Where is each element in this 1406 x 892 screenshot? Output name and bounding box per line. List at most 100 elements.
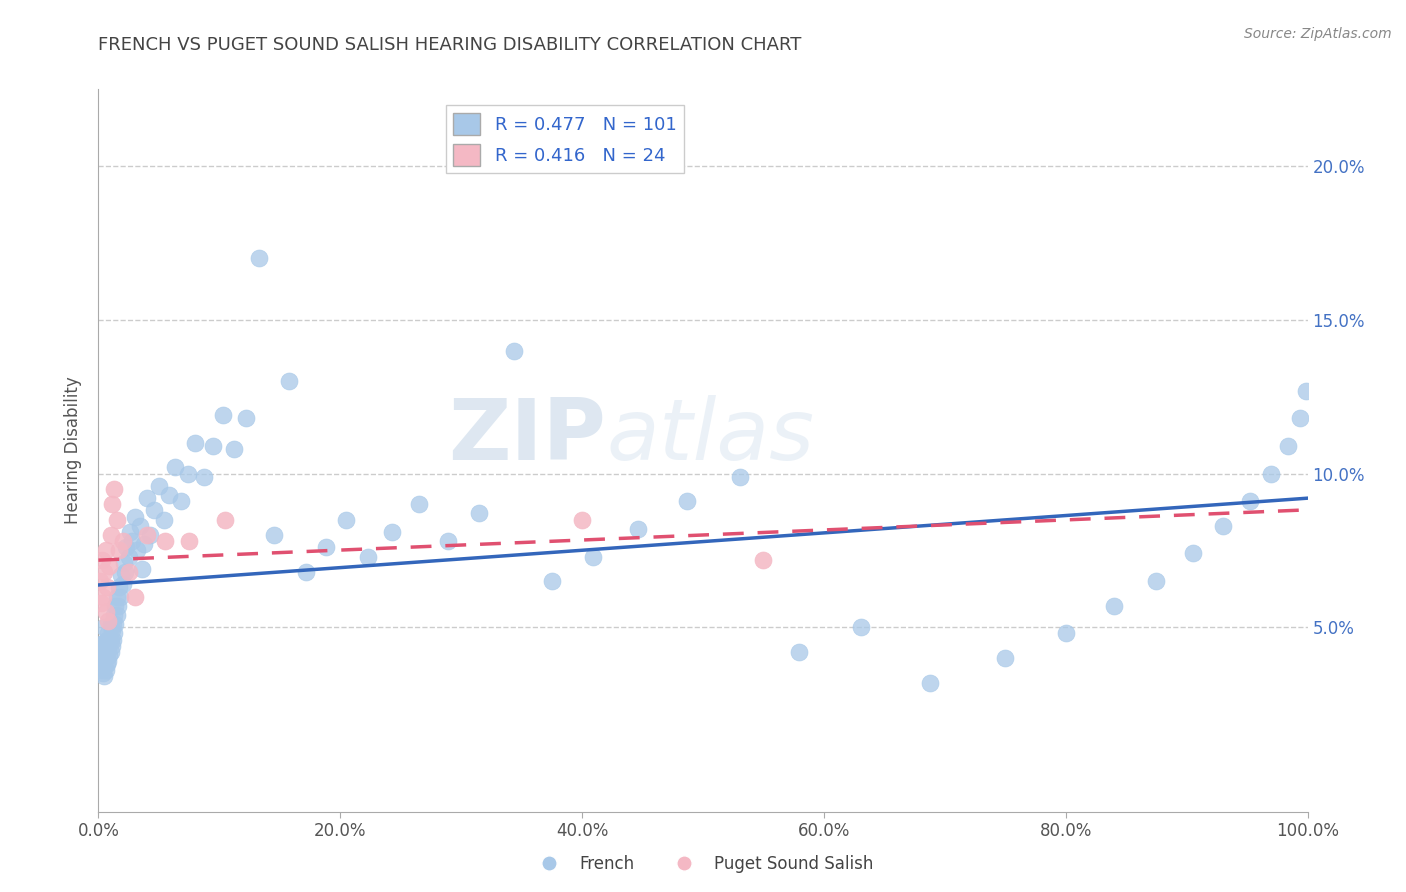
Text: ZIP: ZIP bbox=[449, 394, 606, 477]
Point bbox=[108, 590, 131, 604]
Point bbox=[994, 651, 1017, 665]
Point bbox=[110, 568, 132, 582]
Point bbox=[90, 596, 112, 610]
Point bbox=[91, 590, 114, 604]
Point bbox=[148, 479, 170, 493]
Point bbox=[263, 528, 285, 542]
Point bbox=[111, 534, 134, 549]
Point bbox=[94, 651, 117, 665]
Point bbox=[112, 556, 135, 570]
Point bbox=[89, 574, 111, 588]
Point bbox=[247, 252, 270, 266]
Point bbox=[920, 675, 942, 690]
Point bbox=[193, 469, 215, 483]
Point bbox=[128, 518, 150, 533]
Point bbox=[1260, 467, 1282, 481]
Point bbox=[540, 574, 562, 588]
Point bbox=[851, 620, 873, 634]
Point bbox=[1289, 411, 1312, 425]
Point bbox=[100, 639, 122, 653]
Point bbox=[90, 645, 112, 659]
Point bbox=[103, 482, 125, 496]
Point bbox=[101, 617, 124, 632]
Point bbox=[1146, 574, 1168, 588]
Point bbox=[222, 442, 245, 456]
Point bbox=[91, 635, 114, 649]
Point bbox=[408, 497, 430, 511]
Point bbox=[571, 513, 593, 527]
Legend: R = 0.477   N = 101, R = 0.416   N = 24: R = 0.477 N = 101, R = 0.416 N = 24 bbox=[446, 105, 683, 173]
Point bbox=[91, 666, 114, 681]
Point bbox=[134, 537, 156, 551]
Point bbox=[177, 467, 200, 481]
Point bbox=[98, 648, 121, 662]
Point bbox=[111, 577, 134, 591]
Point bbox=[94, 639, 117, 653]
Point bbox=[100, 632, 122, 647]
Point bbox=[100, 624, 122, 638]
Point bbox=[93, 648, 115, 662]
Point bbox=[202, 439, 225, 453]
Point bbox=[179, 534, 201, 549]
Point bbox=[93, 669, 115, 683]
Point bbox=[468, 507, 491, 521]
Point bbox=[91, 651, 114, 665]
Point bbox=[730, 469, 752, 483]
Point bbox=[278, 374, 301, 388]
Point bbox=[107, 599, 129, 613]
Point bbox=[787, 645, 810, 659]
Point bbox=[335, 513, 357, 527]
Point bbox=[101, 632, 124, 647]
Text: atlas: atlas bbox=[606, 394, 814, 477]
Point bbox=[108, 580, 131, 594]
Point bbox=[104, 599, 127, 613]
Point bbox=[100, 617, 122, 632]
Point bbox=[100, 497, 122, 511]
Point bbox=[163, 460, 186, 475]
Point bbox=[124, 590, 146, 604]
Point bbox=[93, 635, 115, 649]
Point bbox=[157, 488, 180, 502]
Point bbox=[118, 549, 141, 564]
Point bbox=[97, 614, 120, 628]
Point bbox=[93, 565, 115, 579]
Point bbox=[295, 565, 318, 579]
Y-axis label: Hearing Disability: Hearing Disability bbox=[65, 376, 83, 524]
Point bbox=[97, 641, 120, 656]
Text: FRENCH VS PUGET SOUND SALISH HEARING DISABILITY CORRELATION CHART: FRENCH VS PUGET SOUND SALISH HEARING DIS… bbox=[98, 36, 801, 54]
Point bbox=[103, 626, 125, 640]
Point bbox=[1295, 384, 1317, 398]
Point bbox=[108, 543, 131, 558]
Point bbox=[118, 565, 141, 579]
Point bbox=[1212, 518, 1234, 533]
Point bbox=[1239, 494, 1261, 508]
Point bbox=[105, 513, 128, 527]
Point bbox=[124, 509, 146, 524]
Point bbox=[97, 626, 120, 640]
Point bbox=[752, 552, 775, 566]
Point bbox=[214, 513, 236, 527]
Point bbox=[143, 503, 166, 517]
Point bbox=[315, 541, 337, 555]
Point bbox=[100, 528, 122, 542]
Point bbox=[235, 411, 257, 425]
Point bbox=[115, 541, 138, 555]
Point bbox=[135, 528, 157, 542]
Point bbox=[105, 607, 128, 622]
Point bbox=[357, 549, 380, 564]
Point bbox=[98, 558, 121, 573]
Point bbox=[89, 651, 111, 665]
Point bbox=[1277, 439, 1299, 453]
Point bbox=[96, 632, 118, 647]
Point bbox=[91, 663, 114, 677]
Point bbox=[503, 343, 526, 358]
Point bbox=[96, 580, 118, 594]
Point bbox=[114, 565, 136, 579]
Point bbox=[131, 562, 153, 576]
Point bbox=[135, 491, 157, 505]
Point bbox=[94, 543, 117, 558]
Point bbox=[94, 663, 117, 677]
Point bbox=[1181, 546, 1204, 560]
Point bbox=[93, 660, 115, 674]
Point bbox=[127, 543, 149, 558]
